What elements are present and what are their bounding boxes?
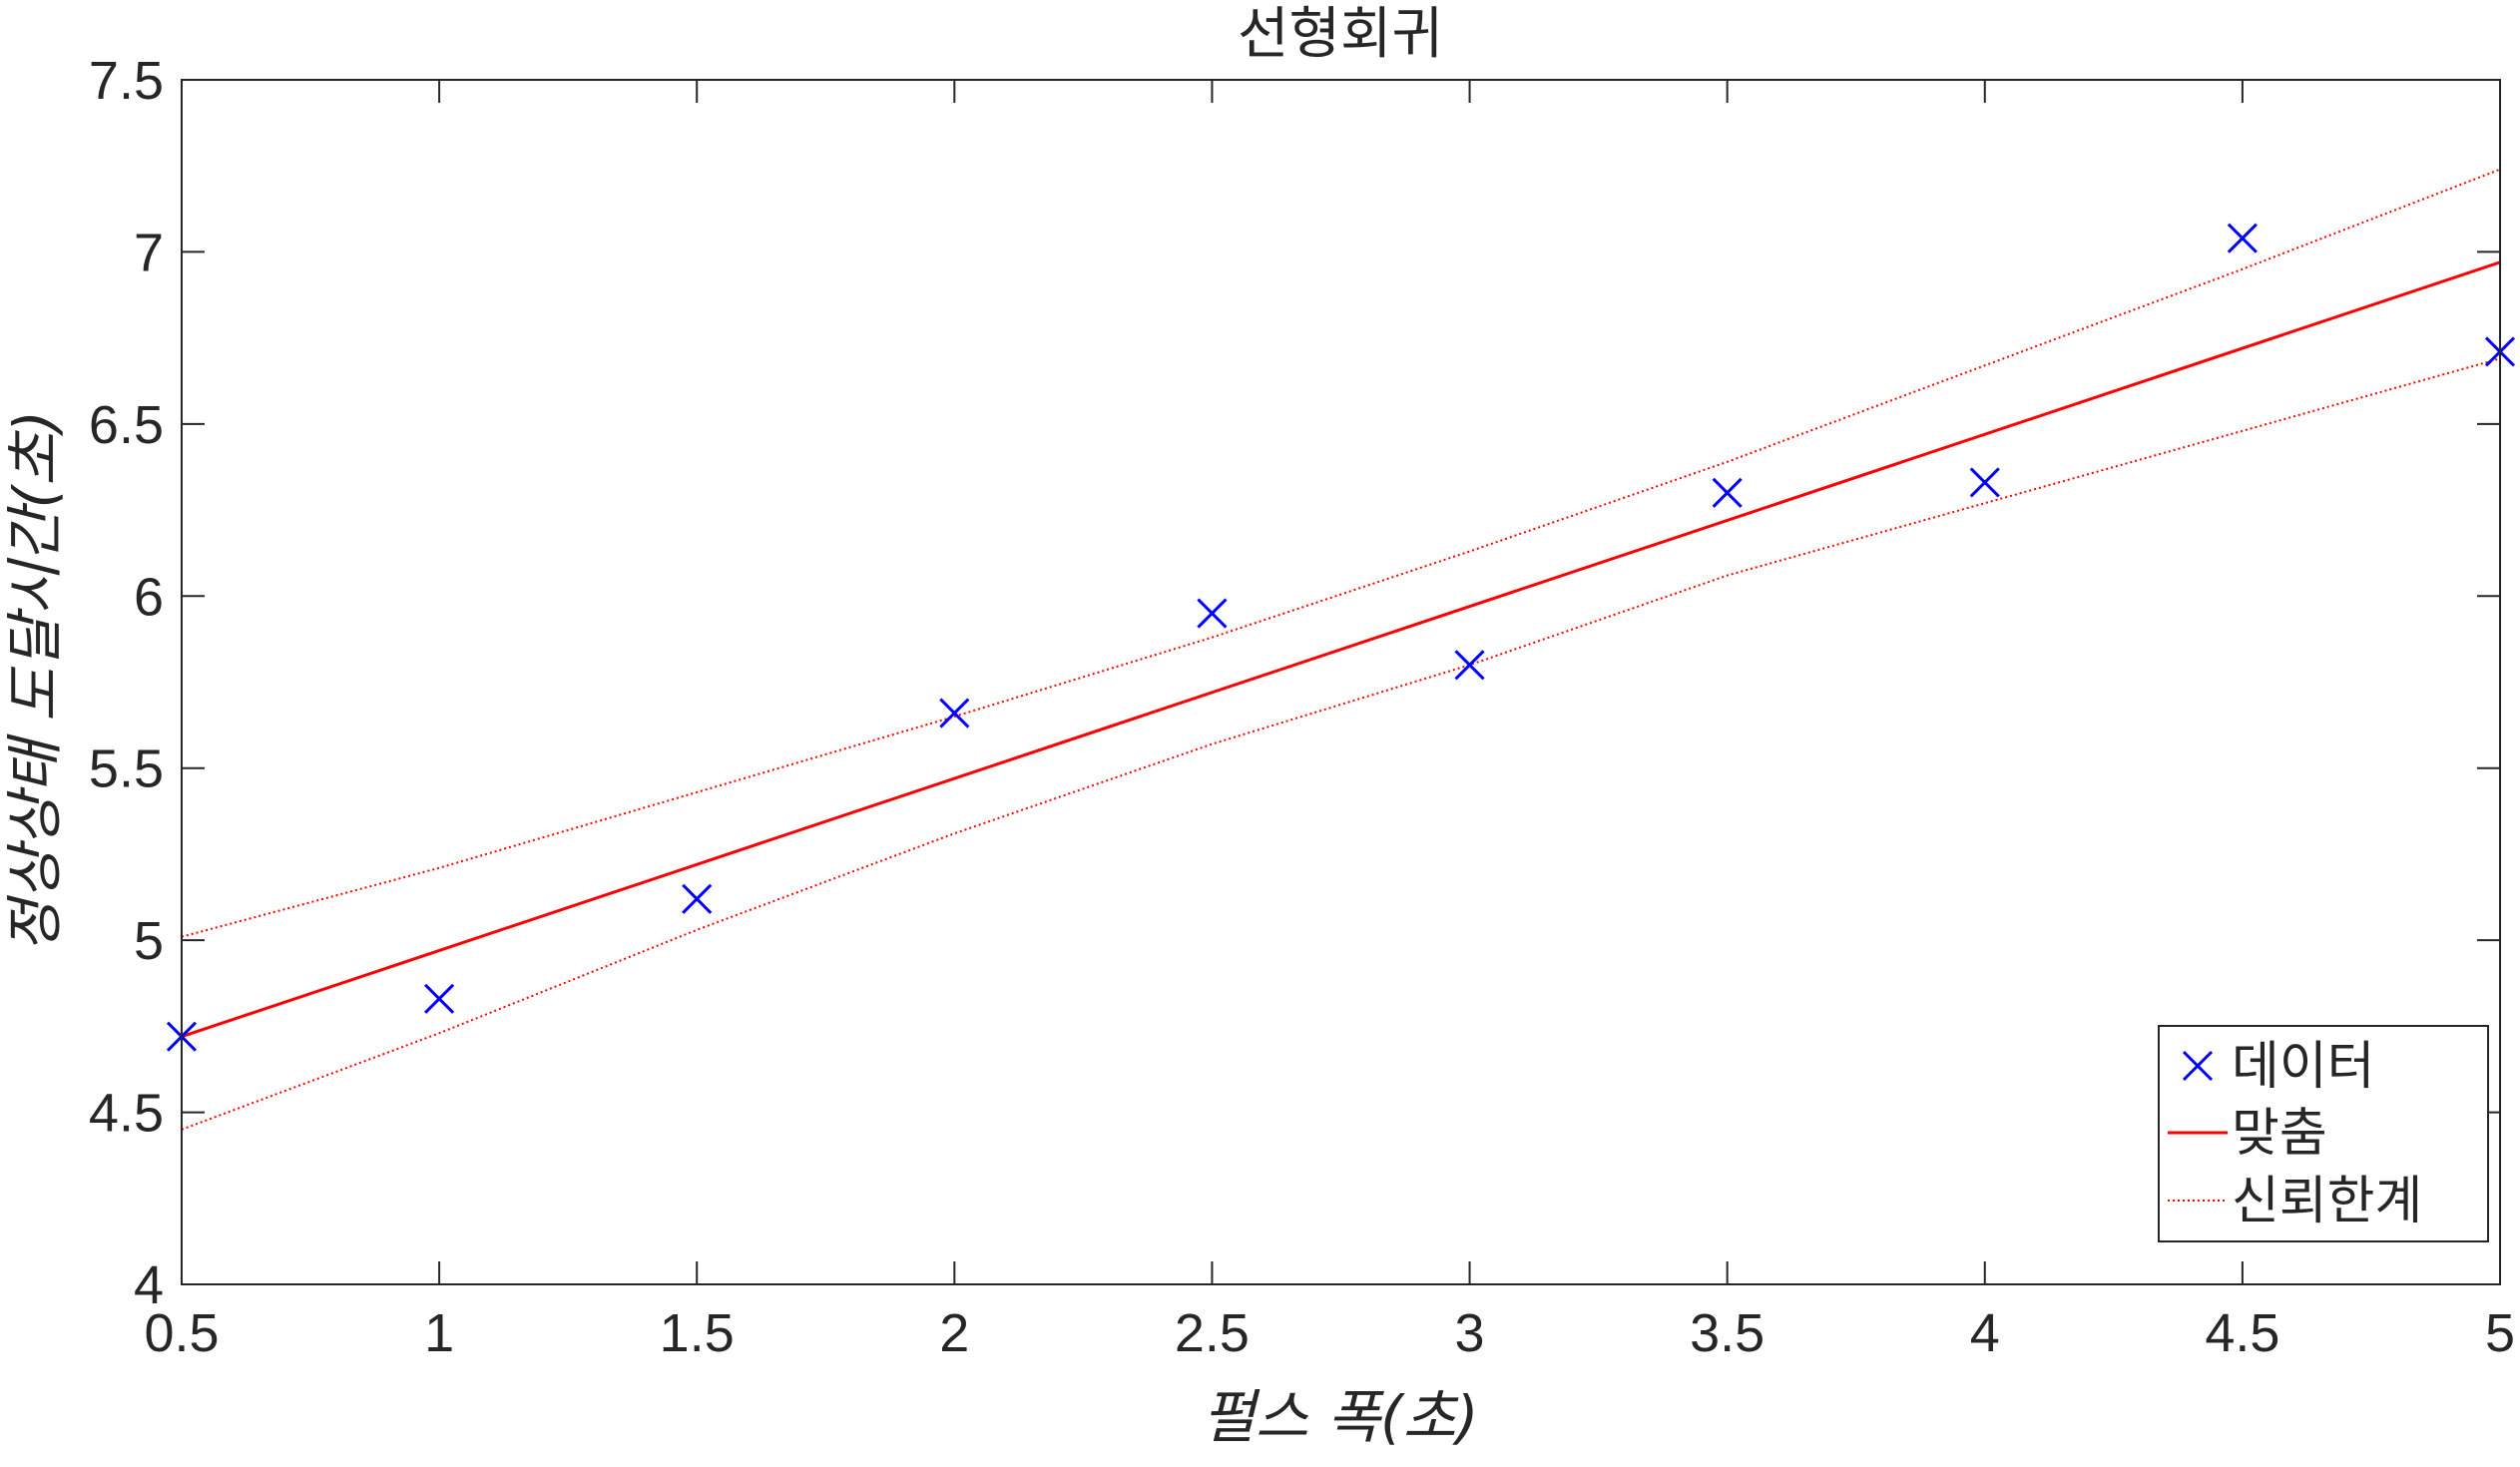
- x-tick-label: 5: [2485, 1303, 2515, 1363]
- legend-item-confidence: 신뢰한계: [2168, 1172, 2422, 1231]
- legend-item-fit: 맞춤: [2168, 1104, 2327, 1164]
- x-tick-label: 1.5: [660, 1303, 735, 1363]
- x-axis-ticks: 0.5 1 1.5 2 2.5 3 3.5 4 4.5 5: [144, 80, 2515, 1363]
- confidence-bound-upper: [181, 168, 2501, 938]
- x-tick-label: 0.5: [144, 1303, 219, 1363]
- x-tick-label: 2: [939, 1303, 969, 1363]
- x-tick-label: 3.5: [1690, 1303, 1764, 1363]
- data-point: [1969, 467, 2000, 498]
- confidence-bounds: [181, 168, 2501, 1131]
- y-tick-label: 6: [134, 567, 164, 627]
- x-tick-label: 4.5: [2205, 1303, 2279, 1363]
- legend-box: [2158, 1025, 2489, 1242]
- x-tick-label: 3: [1455, 1303, 1485, 1363]
- legend-label-confidence: 신뢰한계: [2232, 1172, 2422, 1231]
- y-axis-ticks: 4 4.5 5 5.5 6 6.5 7 7.5: [89, 51, 2500, 1315]
- y-tick-label: 5: [134, 911, 164, 971]
- data-point: [1712, 477, 1743, 508]
- data-point: [2227, 223, 2258, 253]
- x-axis-label: 펄스 폭(초): [1202, 1383, 1478, 1451]
- axes-box: [181, 79, 2501, 1285]
- fit-line: [181, 260, 2501, 1039]
- chart-title: 선형회귀: [1238, 2, 1443, 67]
- y-tick-label: 4.5: [89, 1084, 164, 1144]
- data-point: [424, 983, 455, 1014]
- data-point: [939, 698, 970, 729]
- y-tick-label: 7.5: [89, 51, 164, 111]
- x-tick-label: 4: [1970, 1303, 2000, 1363]
- y-axis-label: 정상상태 도달시간(초): [1, 410, 69, 953]
- legend-x-marker-icon: [2182, 1050, 2214, 1082]
- legend: 데이터 맞춤 신뢰한계: [2158, 1025, 2489, 1242]
- x-tick-label: 2.5: [1175, 1303, 1250, 1363]
- x-tick-label: 1: [424, 1303, 454, 1363]
- data-point: [682, 883, 713, 914]
- y-tick-label: 6.5: [89, 395, 164, 455]
- legend-label-data: 데이터: [2232, 1037, 2375, 1097]
- y-tick-label: 5.5: [89, 739, 164, 799]
- y-tick-label: 4: [134, 1255, 164, 1315]
- data-point: [1454, 650, 1485, 681]
- data-point: [1197, 598, 1228, 629]
- fit-line-group: [181, 260, 2501, 1039]
- plot-area: [182, 80, 2500, 1284]
- y-tick-label: 7: [134, 223, 164, 282]
- legend-label-fit: 맞춤: [2232, 1104, 2327, 1164]
- legend-item-data: 데이터: [2182, 1037, 2375, 1097]
